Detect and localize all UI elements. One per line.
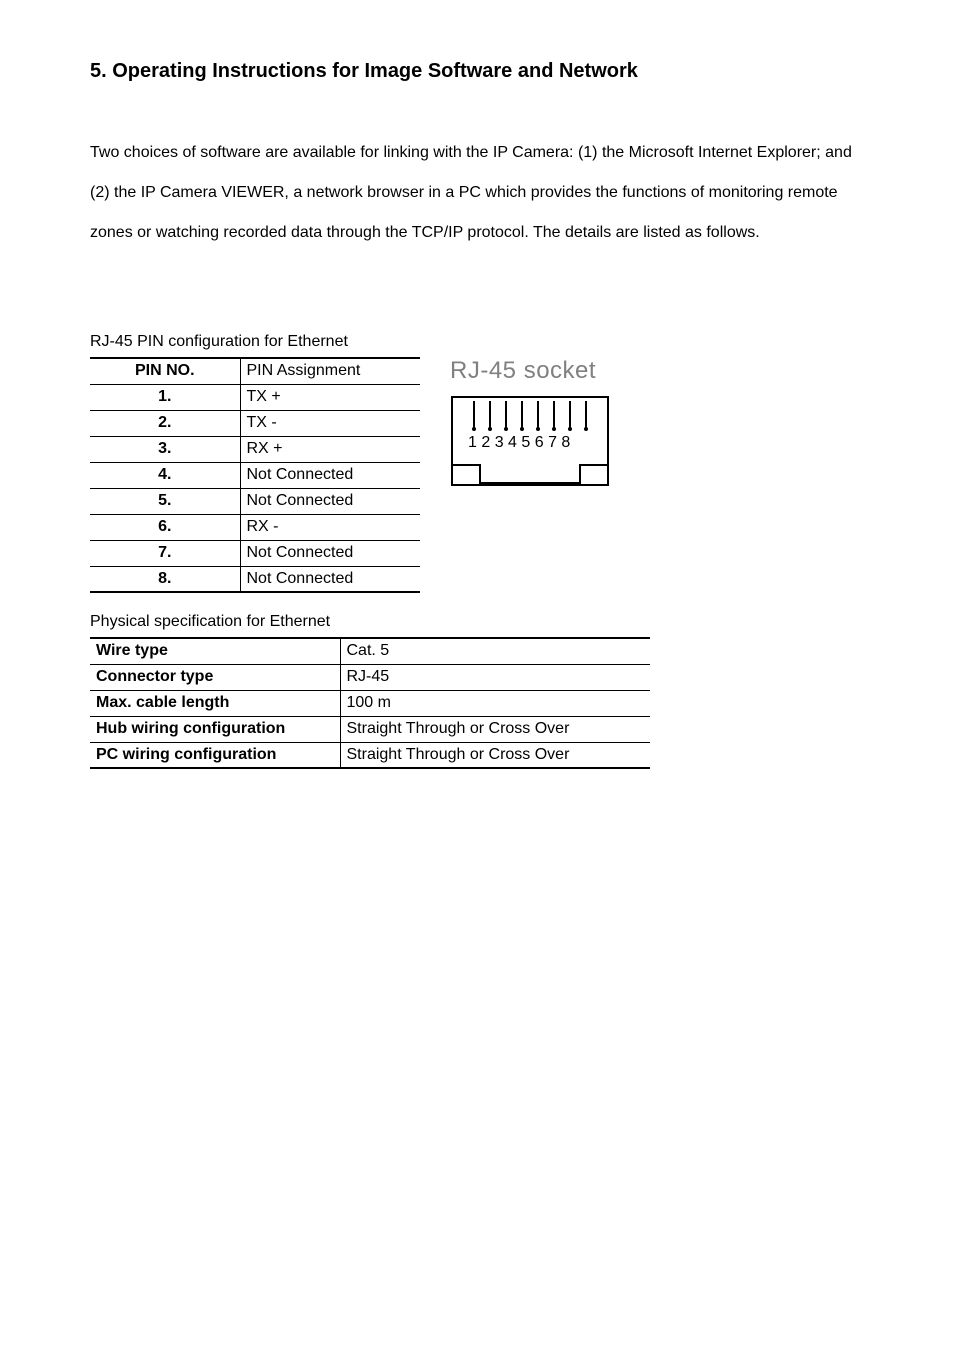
phys-value: Cat. 5	[340, 638, 650, 664]
pin-assignment: RX +	[240, 436, 420, 462]
pin-assignment: RX -	[240, 514, 420, 540]
pin-no: 4.	[90, 462, 240, 488]
phys-label: Connector type	[90, 664, 340, 690]
phys-value: Straight Through or Cross Over	[340, 742, 650, 768]
section-heading: 5. Operating Instructions for Image Soft…	[90, 60, 864, 83]
pin-assignment: Not Connected	[240, 566, 420, 592]
pin-table: PIN NO. PIN Assignment 1. TX + 2. TX - 3…	[90, 357, 420, 593]
physical-spec-table: Wire type Cat. 5 Connector type RJ-45 Ma…	[90, 637, 650, 769]
table-row: PC wiring configuration Straight Through…	[90, 742, 650, 768]
phys-label: Hub wiring configuration	[90, 716, 340, 742]
pin-assignment: Not Connected	[240, 540, 420, 566]
table-row: 6. RX -	[90, 514, 420, 540]
socket-diagram-box: RJ-45 socket	[450, 357, 610, 495]
pin-no: 7.	[90, 540, 240, 566]
pin-assignment: Not Connected	[240, 488, 420, 514]
pin-no: 8.	[90, 566, 240, 592]
table-row: Max. cable length 100 m	[90, 690, 650, 716]
pin-col-header-assignment: PIN Assignment	[240, 358, 420, 384]
pin-config-title: RJ-45 PIN configuration for Ethernet	[90, 333, 864, 351]
phys-label: PC wiring configuration	[90, 742, 340, 768]
pin-table-header: PIN NO. PIN Assignment	[90, 358, 420, 384]
table-row: Connector type RJ-45	[90, 664, 650, 690]
pin-no: 2.	[90, 410, 240, 436]
table-row: 3. RX +	[90, 436, 420, 462]
rj45-socket-icon: 1 2 3 4 5 6 7 8	[450, 395, 610, 490]
pin-assignment: Not Connected	[240, 462, 420, 488]
pin-no: 6.	[90, 514, 240, 540]
table-row: 8. Not Connected	[90, 566, 420, 592]
socket-title: RJ-45 socket	[450, 357, 610, 385]
table-row: 7. Not Connected	[90, 540, 420, 566]
table-row: 1. TX +	[90, 384, 420, 410]
phys-spec-title: Physical specification for Ethernet	[90, 613, 864, 631]
socket-pin-labels: 1 2 3 4 5 6 7 8	[468, 434, 570, 451]
phys-value: Straight Through or Cross Over	[340, 716, 650, 742]
table-row: Wire type Cat. 5	[90, 638, 650, 664]
phys-value: 100 m	[340, 690, 650, 716]
pin-no: 5.	[90, 488, 240, 514]
pin-no: 1.	[90, 384, 240, 410]
pin-no: 3.	[90, 436, 240, 462]
phys-label: Wire type	[90, 638, 340, 664]
pin-assignment: TX -	[240, 410, 420, 436]
pin-and-socket-row: PIN NO. PIN Assignment 1. TX + 2. TX - 3…	[90, 357, 864, 593]
intro-paragraph: Two choices of software are available fo…	[90, 133, 864, 253]
table-row: 2. TX -	[90, 410, 420, 436]
phys-label: Max. cable length	[90, 690, 340, 716]
table-row: 4. Not Connected	[90, 462, 420, 488]
pin-assignment: TX +	[240, 384, 420, 410]
table-row: Hub wiring configuration Straight Throug…	[90, 716, 650, 742]
phys-value: RJ-45	[340, 664, 650, 690]
pin-col-header-no: PIN NO.	[90, 358, 240, 384]
table-row: 5. Not Connected	[90, 488, 420, 514]
